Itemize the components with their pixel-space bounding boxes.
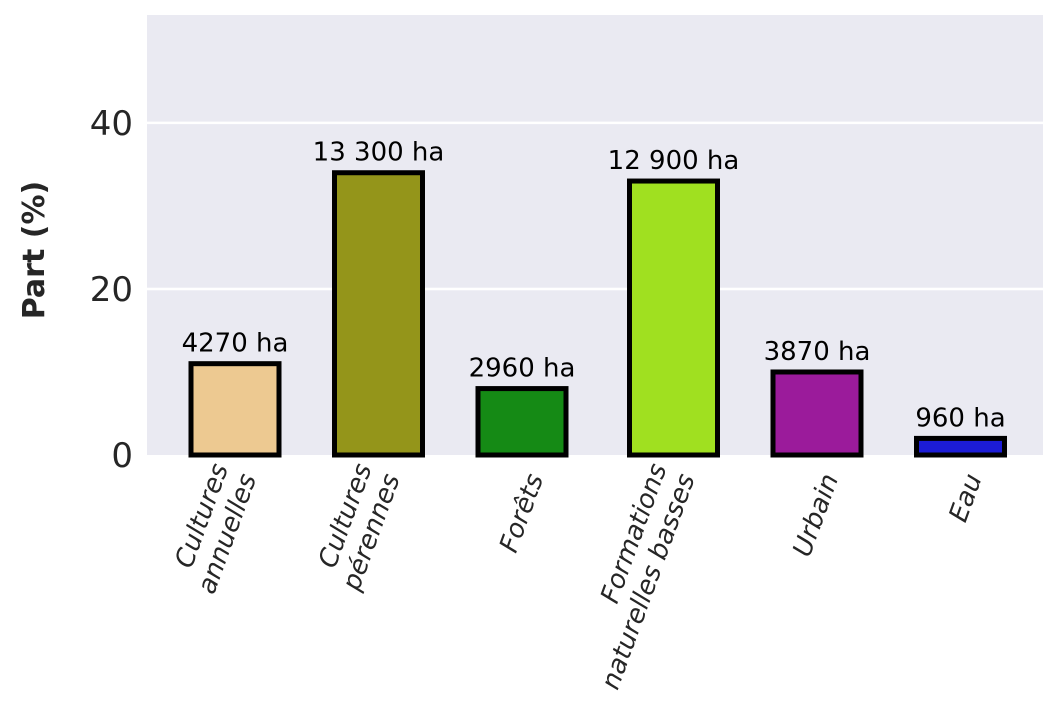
bar-data-label: 13 300 ha — [313, 138, 445, 168]
x-tick-labels: Culturesannuelles Culturespérennes Forêts F… — [164, 460, 989, 694]
bar-data-label: 960 ha — [915, 403, 1005, 433]
x-tick-label: Eau — [944, 470, 989, 526]
bar — [770, 369, 864, 458]
x-tick-label: Forêts — [494, 470, 550, 557]
y-tick-label: 20 — [90, 270, 133, 310]
bar — [332, 170, 425, 458]
bar — [627, 178, 720, 458]
y-tick-labels: 0 20 40 — [90, 104, 133, 476]
bar — [914, 435, 1007, 458]
bar-data-label: 4270 ha — [182, 329, 289, 359]
x-tick-label: Culturesannuelles — [164, 460, 263, 598]
x-tick-label: Formationsnaturelles basses — [568, 460, 702, 694]
bar — [475, 386, 569, 458]
data-labels: 4270 ha 13 300 ha 2960 ha 12 900 ha 3870 ha 9… — [182, 138, 1006, 434]
y-tick-label: 40 — [90, 104, 133, 144]
bar-data-label: 3870 ha — [764, 337, 871, 367]
bar — [188, 361, 282, 458]
bar-data-label: 2960 ha — [469, 354, 576, 384]
x-tick-label: Culturespérennes — [308, 460, 406, 596]
bar-data-label: 12 900 ha — [608, 146, 740, 176]
plot-area — [147, 15, 1043, 455]
bars — [188, 170, 1007, 458]
grid-lines — [147, 121, 1043, 291]
x-tick-label: Urbain — [788, 470, 846, 561]
y-tick-label: 0 — [111, 436, 133, 476]
y-axis-title: Part (%) — [17, 181, 52, 320]
